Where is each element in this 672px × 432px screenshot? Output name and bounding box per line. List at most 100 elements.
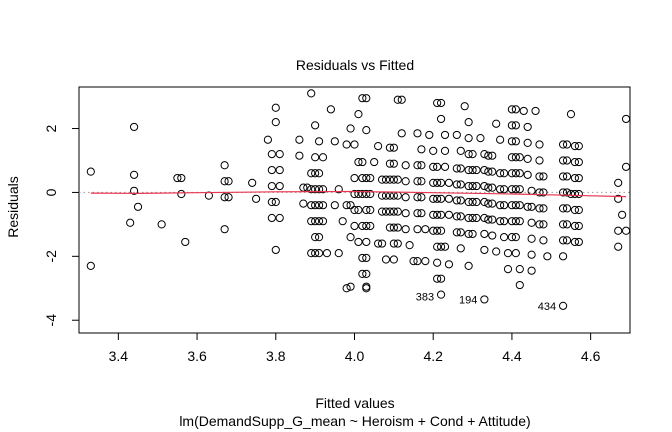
residual-point	[472, 197, 481, 207]
residual-point	[527, 218, 536, 227]
residual-point	[385, 159, 395, 168]
residual-point	[496, 169, 505, 178]
residual-point	[531, 106, 540, 116]
residual-point	[499, 217, 509, 226]
x-tick-label: 4.2	[423, 348, 443, 364]
residual-point	[492, 247, 501, 256]
residual-point	[334, 249, 343, 258]
residual-point	[480, 213, 489, 223]
residual-point	[358, 269, 367, 278]
residual-point	[126, 218, 135, 227]
residual-point	[507, 201, 517, 210]
residual-point	[362, 205, 371, 215]
residual-point	[330, 201, 339, 210]
residual-point	[539, 188, 548, 197]
residual-point	[393, 223, 402, 232]
residual-point	[362, 126, 371, 135]
residual-point	[480, 245, 489, 255]
residual-point	[385, 207, 395, 216]
residual-point	[385, 175, 395, 184]
residual-point	[452, 164, 461, 173]
residual-point	[389, 255, 398, 264]
residual-point	[460, 102, 469, 111]
residual-point	[503, 265, 513, 274]
residual-point	[130, 170, 139, 179]
residual-point	[480, 295, 489, 304]
residual-point	[350, 140, 359, 149]
residual-point	[433, 178, 442, 187]
y-tick-label: -4	[43, 314, 59, 327]
residual-point	[311, 185, 320, 194]
residual-point	[295, 135, 304, 144]
residual-point	[456, 228, 465, 237]
residual-point	[570, 205, 580, 215]
residual-point	[318, 217, 328, 226]
residual-point	[488, 215, 497, 224]
residual-point	[433, 210, 442, 219]
residual-point	[499, 233, 509, 242]
residual-point	[267, 197, 276, 207]
residual-point	[464, 181, 473, 191]
residual-point	[393, 239, 402, 248]
residual-point	[311, 169, 320, 178]
residual-point	[275, 165, 284, 175]
residual-point	[417, 161, 426, 170]
residual-point	[413, 177, 422, 186]
residual-point	[314, 217, 324, 226]
residual-point	[440, 146, 450, 155]
outlier-label: 434	[538, 301, 556, 313]
residual-point	[311, 121, 320, 130]
residual-point	[570, 157, 580, 167]
residual-point	[389, 207, 398, 216]
residual-point	[220, 193, 229, 202]
residual-point	[507, 217, 517, 226]
residual-point	[299, 199, 308, 208]
outlier-label: 194	[459, 294, 477, 306]
residual-point	[456, 212, 465, 221]
residual-point	[558, 204, 568, 213]
residual-point	[307, 185, 316, 194]
residual-point	[523, 138, 532, 148]
residual-point	[307, 169, 316, 178]
residual-point	[429, 194, 438, 203]
residual-point	[621, 114, 631, 124]
residual-point	[177, 173, 186, 183]
residual-point	[499, 185, 509, 194]
residual-point	[130, 122, 139, 132]
residual-point	[314, 137, 324, 146]
residual-point	[429, 146, 438, 155]
residual-point	[468, 229, 477, 239]
residual-point	[468, 213, 477, 223]
residual-point	[267, 181, 276, 191]
residual-point	[417, 209, 426, 218]
residual-point	[574, 157, 583, 167]
residual-point	[566, 189, 576, 199]
y-axis-label: Residuals	[5, 176, 21, 237]
residual-point	[393, 175, 402, 184]
residual-point	[350, 173, 359, 183]
residual-point	[433, 194, 442, 203]
residual-point	[535, 172, 544, 181]
residual-point	[314, 185, 324, 194]
residual-point	[511, 137, 520, 146]
residual-point	[314, 169, 324, 178]
point-labels: 383 194 434	[416, 291, 556, 313]
residual-point	[401, 225, 410, 234]
residual-point	[429, 162, 438, 171]
residual-point	[618, 210, 627, 219]
residual-point	[436, 114, 446, 124]
residual-point	[511, 153, 520, 162]
residual-point	[436, 226, 446, 235]
residual-point	[523, 122, 532, 132]
residual-point	[499, 169, 509, 178]
residual-point	[507, 105, 517, 114]
residual-point	[507, 153, 517, 162]
residual-point	[464, 197, 473, 207]
residual-point	[358, 221, 367, 231]
residual-point	[562, 220, 572, 229]
residual-point	[433, 242, 442, 251]
residual-point	[558, 301, 568, 310]
residual-point	[417, 145, 426, 154]
residual-point	[275, 181, 284, 191]
